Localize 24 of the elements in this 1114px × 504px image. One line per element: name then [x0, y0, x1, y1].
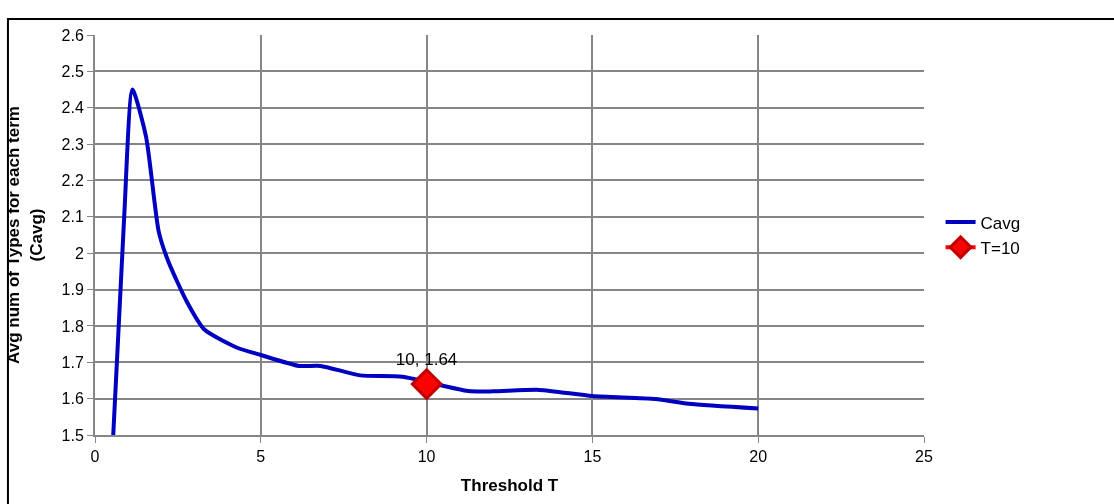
x-axis-title: Threshold T [460, 476, 559, 496]
y-tick-label: 1.5 [61, 426, 84, 444]
y-tick-label: 1.8 [61, 317, 84, 335]
x-tick-label: 20 [749, 448, 768, 466]
y-tick-label: 1.7 [61, 353, 84, 371]
y-tick-label: 2.4 [61, 99, 84, 117]
legend-label: Cavg [980, 213, 1021, 233]
y-tick-label: 2.5 [61, 62, 84, 80]
y-tick-label: 2.3 [61, 135, 84, 153]
y-tick-label: 2 [74, 244, 84, 262]
x-tick-label: 15 [583, 448, 602, 466]
y-axis-title: Avg num of Types for each term (Cavg) [4, 106, 46, 364]
x-tick-label: 10 [417, 448, 436, 466]
y-tick-label: 1.6 [61, 390, 84, 408]
x-tick-label: 0 [90, 448, 100, 466]
x-tick-label: 5 [256, 448, 266, 466]
y-tick-label: 2.1 [61, 208, 84, 226]
data-label: 10, 1.64 [395, 350, 458, 370]
y-tick-label: 1.9 [61, 281, 84, 299]
legend-label: T=10 [980, 238, 1020, 258]
y-tick-label: 2.6 [61, 26, 84, 44]
y-tick-label: 2.2 [61, 172, 84, 190]
line-series [111, 87, 761, 435]
x-tick-label: 25 [915, 448, 933, 466]
